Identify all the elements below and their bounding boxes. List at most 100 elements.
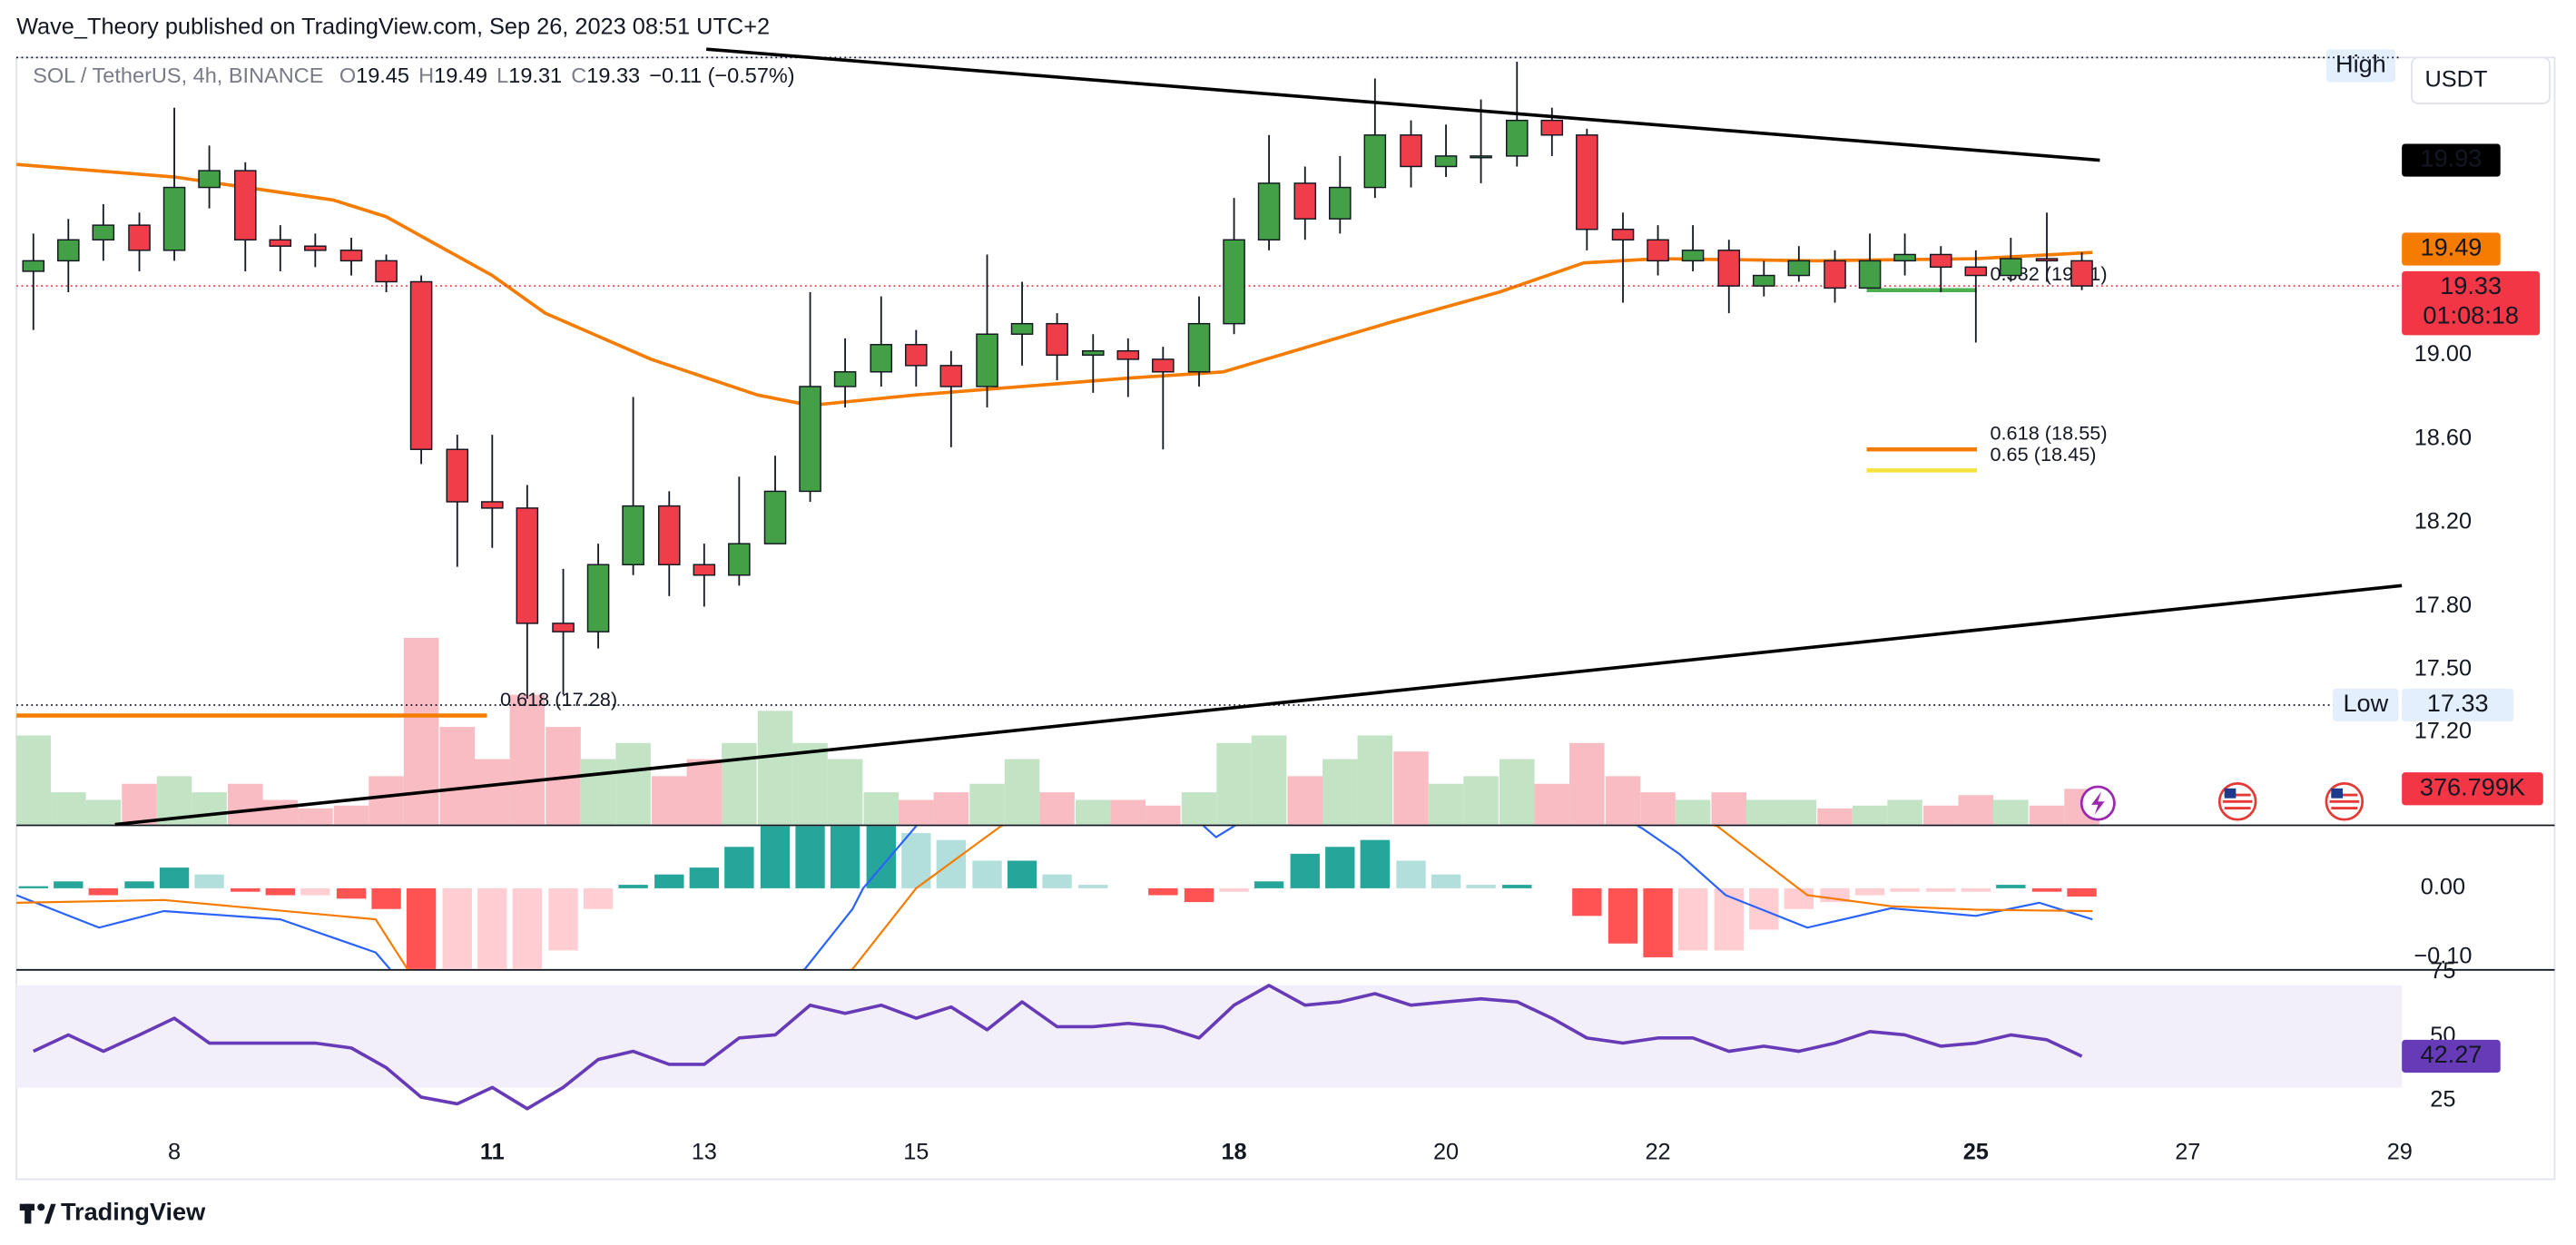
signal-line [16,826,2093,969]
volume-bar [1181,792,1217,825]
x-tick-label: 27 [2175,1139,2200,1164]
volume-bar [1428,783,1464,825]
volume-bar [1039,792,1075,825]
macd-bar [1502,885,1532,888]
candle-body [939,365,963,387]
candle-body [622,505,644,565]
candle-body [1753,274,1775,287]
candle-body [128,224,151,251]
macd-bar [724,847,754,888]
x-tick-label: 18 [1221,1139,1246,1164]
volume-bar [757,711,793,825]
volume-bar [403,637,439,825]
candle-body [481,501,504,509]
volume-bar [1004,759,1040,825]
x-tick-label: 15 [903,1139,929,1164]
candle-body [304,245,327,251]
x-tick-label: 29 [2387,1139,2413,1164]
macd-bar [2031,887,2062,892]
y-tick-label: 17.50 [2414,655,2472,681]
volume-bar [1322,759,1358,825]
volume-bar [1605,776,1641,825]
volume-bar [1393,751,1429,825]
last-price-label-box [2402,270,2541,336]
candle-body [1717,250,1741,287]
candle-body [1293,182,1317,220]
candle-body [1964,266,1988,277]
volume-bar [1958,795,1994,825]
macd-bar [1749,887,1779,930]
rsi-value-label-box [2402,1039,2501,1073]
fib-label: 0.618 (18.55) [1990,422,2107,445]
macd-bar [1926,887,1956,892]
macd-bar [159,868,190,888]
flag-icon[interactable] [2217,782,2257,821]
candle-body [1576,134,1598,230]
currency[interactable]: USDT [2424,66,2487,92]
candle-body [586,564,610,632]
macd-bar [336,887,367,899]
ohlc-prefix: L [497,64,508,87]
volume-bar [509,694,546,825]
low-price-label-box [2402,688,2514,722]
volume-bar [1993,799,2029,825]
chart-frame [15,56,2556,1181]
candle-body [1223,239,1245,325]
candle-body [905,344,928,367]
candle-body [1930,253,1952,269]
trendline [114,583,2403,827]
volume-bar [1287,776,1323,825]
macd-bar [1714,887,1744,951]
x-tick-label: 13 [692,1139,717,1164]
macd-bar [477,887,507,969]
macd-tick-label: −0.10 [2414,944,2472,969]
candle-body [1046,322,1068,357]
ema-price-label-box [2402,232,2501,266]
volume-bar [1711,792,1747,825]
volume-bar [333,805,369,825]
legend-line: SOL / TetherUS, 4h, BINANCE O19.45 H19.4… [33,64,794,87]
candle-body [1434,155,1458,168]
price-pane: 0.618 (17.28)0.618 (18.55)0.65 (18.45)0.… [16,61,2403,825]
volume-bar [580,759,616,825]
volume-bar [262,799,299,825]
volume-bar [122,783,157,825]
volume-bar [1569,742,1605,825]
macd-bar [124,881,154,888]
macd-bar [1396,860,1426,888]
macd-bar [1961,887,1991,892]
macd-bar [88,887,119,896]
macd-bar [760,826,791,888]
candle-body [1010,322,1034,335]
volume-bar [863,792,900,825]
candle-body [339,250,363,262]
macd-bar [1890,887,1920,892]
candle-body [657,505,681,565]
rsi-lines [33,984,2083,1111]
candle-body [22,260,45,272]
volume-bar [1251,735,1287,825]
macd-bar [1784,887,1814,909]
flag-icon[interactable] [2325,782,2365,821]
candle-body [763,490,787,544]
macd-bar [689,868,719,888]
currency-box[interactable] [2411,56,2551,104]
volume-bar [1216,742,1252,825]
candle-body [1329,186,1352,220]
macd-bar [936,839,967,888]
ohlc-prefix: C [571,64,586,87]
macd-bar [54,881,84,888]
volume-label: 376.799K [2420,772,2525,800]
volume-bar [298,808,333,825]
low-caption-box [2333,688,2399,722]
ohlc-prefix: H [418,64,434,87]
volume-bar [85,799,122,825]
x-tick-label: 20 [1433,1139,1459,1164]
candle-body [693,564,716,576]
rsi-pane [16,985,2403,1088]
trendline-price-label: 19.93 [2420,144,2482,172]
macd-bar [1078,885,1108,888]
fib-label: 0.65 (18.45) [1990,443,2096,466]
candle-body [728,543,751,576]
